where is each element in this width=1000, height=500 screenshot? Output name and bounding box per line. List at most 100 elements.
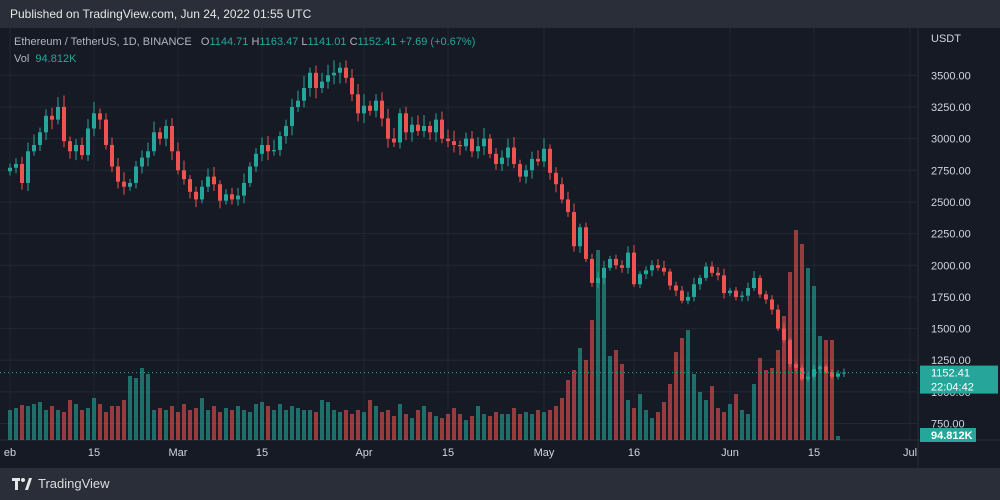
candle-body xyxy=(638,274,642,285)
volume-bar xyxy=(194,408,198,440)
volume-bar xyxy=(740,410,744,440)
candle-body xyxy=(218,184,222,201)
candle-body xyxy=(584,227,588,259)
candle-body xyxy=(710,266,714,273)
candle-body xyxy=(578,227,582,247)
candle-body xyxy=(134,166,138,183)
candle-body xyxy=(242,182,246,196)
price-axis[interactable]: 750.001000.001250.001500.001750.002000.0… xyxy=(931,70,971,430)
candle-body xyxy=(14,163,18,168)
volume-bar xyxy=(404,414,408,440)
published-text: Published on TradingView.com, Jun 24, 20… xyxy=(10,7,312,21)
volume-bar xyxy=(650,418,654,440)
volume-bar xyxy=(32,404,36,440)
volume-bar xyxy=(380,412,384,440)
volume-bar xyxy=(614,350,618,440)
candle-body xyxy=(422,125,426,132)
volume-bar xyxy=(344,410,348,440)
candle-body xyxy=(284,125,288,137)
price-chart[interactable]: 750.001000.001250.001500.001750.002000.0… xyxy=(0,28,1000,468)
chart-panel[interactable]: 750.001000.001250.001500.001750.002000.0… xyxy=(0,28,1000,468)
volume-bar xyxy=(242,410,246,440)
candle-body xyxy=(686,296,690,301)
price-tick-label: 1500.00 xyxy=(931,324,971,336)
candle-body xyxy=(326,75,330,82)
candle-body xyxy=(554,172,558,185)
candle-body xyxy=(230,194,234,200)
candle-body xyxy=(164,125,168,139)
volume-bar xyxy=(278,404,282,440)
volume-bar xyxy=(254,404,258,440)
volume-bar xyxy=(590,320,594,440)
volume-bar xyxy=(488,416,492,440)
volume-bar xyxy=(272,410,276,440)
volume-bar xyxy=(26,406,30,440)
volume-bar xyxy=(50,406,54,440)
price-tick-label: 750.00 xyxy=(931,419,965,431)
volume-bar xyxy=(830,340,834,440)
volume-bar xyxy=(548,410,552,440)
candle-body xyxy=(656,265,660,268)
low-label: L xyxy=(301,36,308,48)
volume-label: Vol xyxy=(14,53,30,65)
volume-bar xyxy=(644,410,648,440)
symbol-label[interactable]: Ethereum / TetherUS, 1D, BINANCE xyxy=(14,36,192,48)
volume-bar xyxy=(626,400,630,440)
candle-body xyxy=(368,105,372,111)
candle-body xyxy=(98,113,102,120)
candle-body xyxy=(188,179,192,192)
candle-body xyxy=(68,141,72,152)
volume-bar xyxy=(152,410,156,440)
candle-body xyxy=(596,277,600,283)
volume-bar xyxy=(326,402,330,440)
volume-bar xyxy=(578,348,582,440)
high-label: H xyxy=(251,36,260,48)
volume-bar xyxy=(290,406,294,440)
volume-bar xyxy=(116,406,120,440)
candle-body xyxy=(782,328,786,340)
candle-body xyxy=(248,166,252,183)
volume-bar xyxy=(812,286,816,440)
volume-bar xyxy=(494,412,498,440)
volume-bar xyxy=(698,392,702,440)
volume-bar xyxy=(446,414,450,440)
candle-body xyxy=(410,124,414,133)
candle-body xyxy=(722,275,726,294)
volume-bar xyxy=(638,394,642,440)
candle-body xyxy=(698,277,702,285)
price-tick-label: 2250.00 xyxy=(931,229,971,241)
candle-body xyxy=(212,176,216,185)
volume-bar xyxy=(128,376,132,440)
candle-body xyxy=(806,376,810,380)
volume-bar xyxy=(458,414,462,440)
volume-bar xyxy=(608,356,612,440)
candle-body xyxy=(818,366,822,370)
candle-body xyxy=(266,144,270,152)
volume-value: 94.812K xyxy=(35,53,77,65)
candle-body xyxy=(74,144,78,152)
low-value: 1141.01 xyxy=(307,36,347,48)
volume-bar xyxy=(74,404,78,440)
time-tick-label: 15 xyxy=(256,447,268,459)
candle-body xyxy=(374,100,378,111)
candle-body xyxy=(746,288,750,296)
tradingview-logo[interactable]: TradingView xyxy=(12,468,110,500)
candle-body xyxy=(200,186,204,200)
candle-body xyxy=(440,119,444,139)
candle-body xyxy=(518,163,522,177)
volume-bar xyxy=(530,414,534,440)
candle-body xyxy=(314,72,318,88)
candle-body xyxy=(116,166,120,182)
volume-bar xyxy=(68,400,72,440)
volume-bar xyxy=(122,400,126,440)
volume-bar xyxy=(452,408,456,440)
volume-bar xyxy=(524,412,528,440)
time-axis[interactable]: eb 15 Mar 15 Apr 15 May 16 Jun 15 Jul xyxy=(4,447,917,459)
volume-bars xyxy=(8,230,840,440)
candle-body xyxy=(794,364,798,368)
candle-body xyxy=(434,119,438,133)
legend-ohlc-row: Ethereum / TetherUS, 1D, BINANCE O1144.7… xyxy=(14,34,475,51)
candle-body xyxy=(788,339,792,365)
volume-bar xyxy=(140,368,144,440)
volume-bar xyxy=(98,404,102,440)
